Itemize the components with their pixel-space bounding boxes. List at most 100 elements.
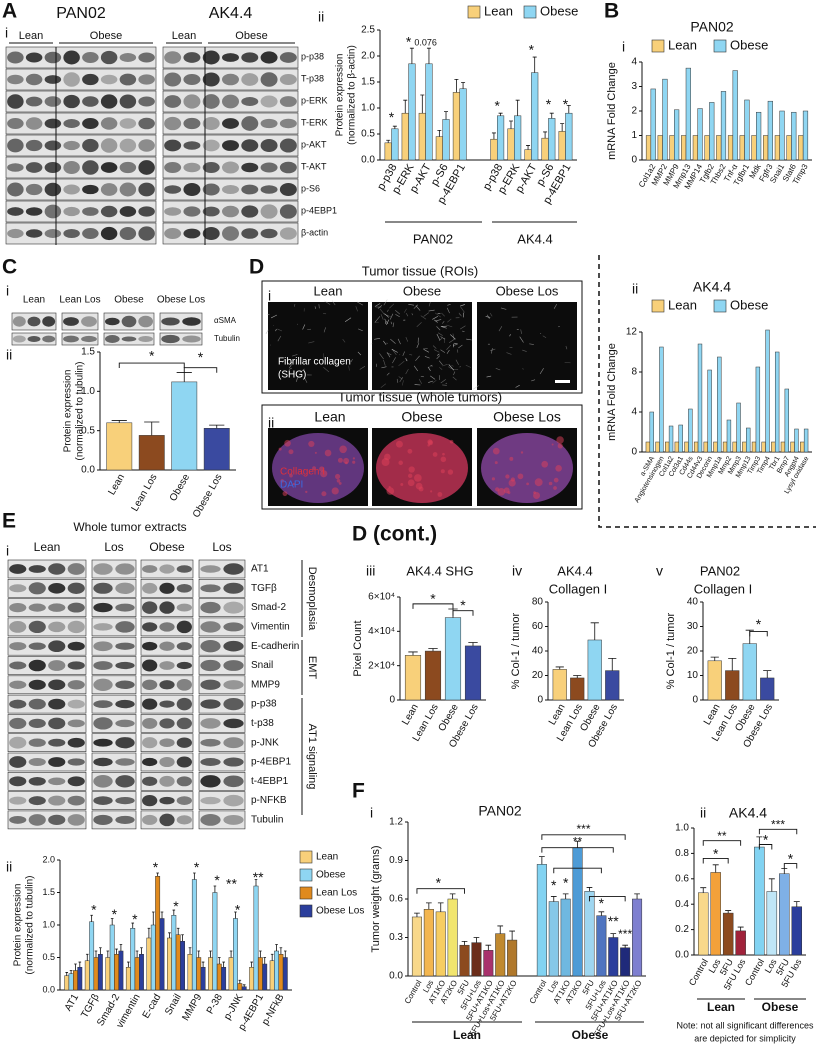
- bar: [435, 136, 443, 161]
- fiber: [409, 354, 413, 356]
- blot-band: [241, 52, 259, 63]
- label: *: [756, 616, 762, 632]
- blot-band: [48, 717, 66, 730]
- stain-spot: [338, 481, 342, 485]
- error-bar: [217, 957, 221, 964]
- bar: [771, 441, 776, 453]
- bar: [786, 135, 792, 161]
- bar: [262, 963, 268, 991]
- error-bar: [65, 972, 69, 976]
- label: Lean Los: [130, 472, 160, 513]
- blot-band: [200, 679, 221, 690]
- stain-spot: [407, 448, 413, 454]
- blot-strip: [91, 694, 137, 714]
- error-bar: [700, 887, 707, 893]
- bracket: [452, 610, 474, 616]
- stain-spot: [284, 439, 291, 447]
- fiber: [520, 329, 522, 335]
- blot-band: [200, 601, 221, 614]
- blot-band: [9, 564, 27, 574]
- blot-band: [183, 162, 201, 173]
- bar: [447, 898, 458, 977]
- error-bar: [485, 944, 492, 951]
- label: *: [235, 901, 241, 917]
- bar: [401, 112, 409, 161]
- blot-band: [115, 621, 135, 633]
- fiber: [399, 376, 404, 383]
- bar: [697, 343, 703, 453]
- bar: [684, 441, 689, 453]
- blot-band: [27, 335, 41, 343]
- blot-band: [82, 52, 99, 63]
- error-bar: [151, 911, 155, 925]
- label: *: [529, 42, 535, 58]
- blot-band: [105, 335, 120, 343]
- blot-band: [93, 563, 113, 575]
- label: 0: [692, 695, 698, 706]
- fiber: [288, 367, 293, 370]
- bar: [709, 102, 715, 161]
- blot-band: [279, 138, 297, 153]
- fiber: [416, 342, 420, 349]
- label: T-p38: [301, 73, 324, 83]
- stain-spot: [288, 449, 294, 455]
- blot-band: [115, 719, 135, 728]
- blot-band: [241, 184, 259, 195]
- bar: [716, 135, 722, 161]
- fiber: [495, 367, 501, 371]
- label: Lean: [314, 409, 345, 425]
- label: 1.5: [81, 347, 95, 358]
- label: Lean Los: [316, 888, 357, 899]
- label: 40: [532, 646, 544, 657]
- error-bar: [574, 840, 581, 848]
- blot-band: [222, 184, 239, 195]
- blot-band: [28, 565, 46, 573]
- label: Obese Los: [316, 906, 364, 917]
- label: *: [153, 859, 159, 875]
- fiber: [292, 354, 298, 357]
- label: Lean Los: [59, 295, 100, 306]
- label: 2: [631, 106, 637, 117]
- label: Note: not all significant differences: [677, 1020, 814, 1030]
- error-bar: [498, 112, 503, 116]
- blot-band: [202, 206, 220, 217]
- stain-spot: [432, 452, 438, 457]
- fiber: [323, 366, 330, 373]
- blot-band: [200, 659, 221, 672]
- stain-spot: [491, 477, 496, 481]
- fiber: [277, 328, 283, 332]
- error-bar: [110, 918, 114, 925]
- blot-band: [159, 718, 175, 729]
- bar: [228, 957, 234, 991]
- stain-spot: [557, 443, 563, 449]
- blot-band: [67, 680, 85, 690]
- blot-band: [82, 184, 99, 195]
- error-bar: [156, 872, 159, 877]
- bar: [751, 441, 757, 453]
- bar: [541, 137, 549, 161]
- fiber: [436, 333, 441, 340]
- blot-band: [82, 138, 99, 153]
- bar: [471, 942, 482, 977]
- bracket: [783, 863, 798, 869]
- fiber: [350, 358, 353, 363]
- blot-band: [159, 622, 175, 632]
- bar: [742, 643, 757, 701]
- blot-band: [28, 814, 46, 826]
- bar: [216, 963, 222, 991]
- label: PAN02: [690, 19, 734, 35]
- fiber: [462, 304, 464, 306]
- blot-band: [279, 96, 297, 107]
- blot-band: [100, 226, 118, 241]
- blot-band: [260, 228, 278, 239]
- blot-band: [9, 776, 27, 787]
- blot-band: [100, 117, 118, 130]
- stain-spot: [556, 436, 564, 444]
- bar: [155, 876, 161, 991]
- bar: [411, 916, 422, 977]
- fiber: [380, 314, 384, 320]
- bracket: [758, 828, 798, 835]
- blot-band: [93, 641, 113, 652]
- error-bar: [209, 424, 225, 429]
- label: AK4.4: [517, 231, 552, 246]
